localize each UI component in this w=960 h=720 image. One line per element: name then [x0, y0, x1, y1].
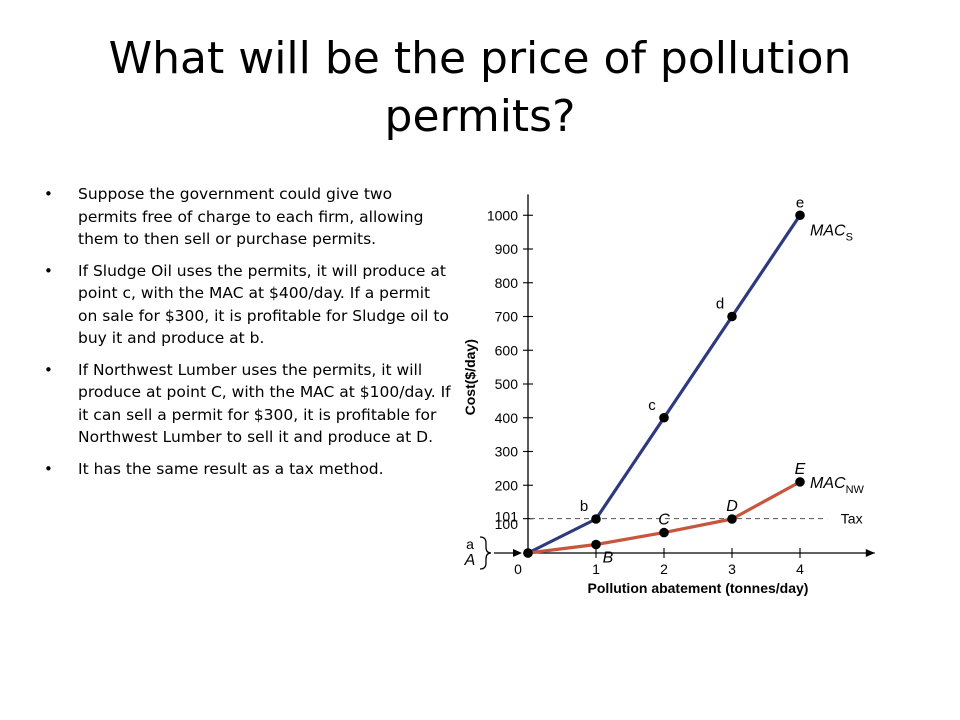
data-point [795, 210, 805, 221]
series-label-MACNW: MACNW [810, 475, 865, 496]
y-tick-label: 300 [495, 444, 519, 460]
origin-arrow-head [513, 549, 522, 557]
bullet-item: If Northwest Lumber uses the permits, it… [44, 359, 454, 449]
x-tick-label: 0 [514, 561, 522, 577]
point-label: E [795, 461, 806, 478]
x-axis-label: Pollution abatement (tonnes/day) [588, 580, 809, 596]
x-tick-label: 4 [796, 561, 804, 577]
data-point [659, 412, 669, 423]
y-tick-label: 900 [495, 241, 519, 257]
x-tick-label: 3 [728, 561, 736, 577]
bullet-list: Suppose the government could give two pe… [44, 183, 454, 489]
y-tick-label: 400 [495, 410, 519, 426]
data-point [659, 527, 669, 538]
x-axis-arrow [865, 549, 875, 557]
y-tick-label: 700 [495, 309, 519, 325]
data-point [727, 514, 737, 524]
y-tick-label: 101 [495, 509, 519, 525]
y-axis-label: Cost($/day) [462, 339, 478, 415]
y-tick-label: 800 [495, 275, 519, 291]
data-point [523, 548, 533, 558]
x-tick-label: 1 [592, 561, 600, 577]
bullet-item: It has the same result as a tax method. [44, 458, 454, 481]
y-tick-label: 500 [495, 376, 519, 392]
y-tick-label: 100 [495, 516, 519, 532]
point-label: B [603, 550, 614, 567]
point-label: C [658, 512, 670, 529]
bullet-item: Suppose the government could give two pe… [44, 183, 454, 251]
point-label: b [580, 498, 588, 515]
axis-note-a: a [466, 536, 474, 552]
y-tick-label: 1000 [487, 207, 518, 223]
brace-icon [479, 536, 492, 570]
data-point [795, 477, 805, 487]
bullet-item: If Sludge Oil uses the permits, it will … [44, 260, 454, 350]
point-label: d [716, 296, 724, 313]
y-tick-label: 600 [495, 342, 519, 358]
data-point [591, 514, 601, 524]
tax-label: Tax [841, 511, 863, 527]
point-label: e [796, 194, 804, 211]
data-point [591, 539, 601, 550]
data-point [727, 311, 737, 322]
axis-note-A: A [464, 552, 476, 569]
point-label: D [726, 498, 738, 515]
series-label-MACs: MACS [810, 222, 853, 243]
slide-title: What will be the price of pollution perm… [108, 33, 852, 142]
y-tick-label: 200 [495, 477, 519, 493]
x-tick-label: 2 [660, 561, 668, 577]
point-label: c [648, 397, 656, 414]
